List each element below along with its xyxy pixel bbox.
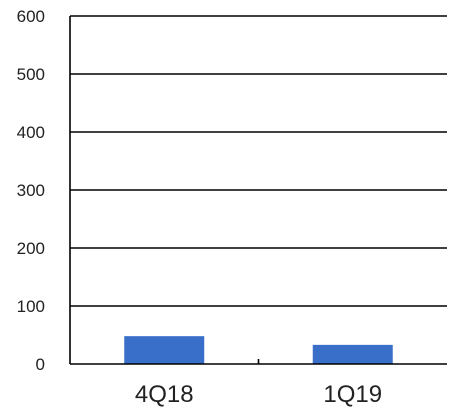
x-axis-tick-labels: 4Q18 1Q19: [135, 381, 382, 408]
y-tick-label: 300: [17, 181, 45, 200]
y-tick-label: 400: [17, 123, 45, 142]
y-tick-label: 500: [17, 65, 45, 84]
y-axis-tick-labels: 0 100 200 300 400 500 600: [17, 7, 45, 374]
x-tick-label: 1Q19: [323, 381, 382, 408]
y-tick-label: 0: [36, 355, 45, 374]
axes: [69, 16, 447, 365]
y-tick-label: 200: [17, 239, 45, 258]
y-tick-label: 600: [17, 7, 45, 26]
x-tick-label: 4Q18: [135, 381, 194, 408]
gridlines: [70, 15, 447, 307]
y-tick-label: 100: [17, 297, 45, 316]
bars: [124, 336, 393, 364]
bar-1q19: [312, 344, 393, 364]
bar-4q18: [124, 336, 205, 364]
